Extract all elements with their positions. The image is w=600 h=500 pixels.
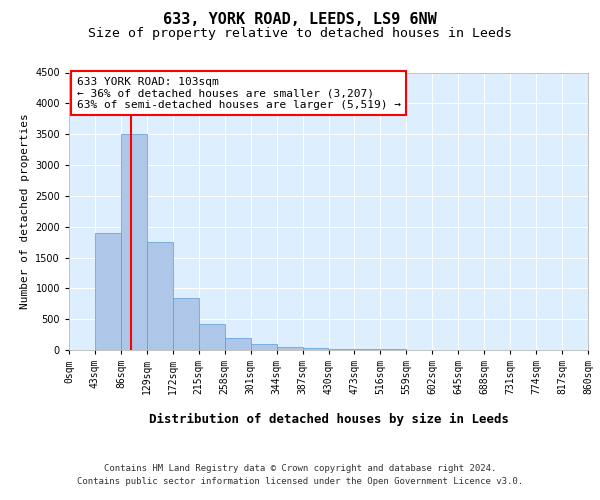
Bar: [329, 349, 355, 350]
Bar: [95, 233, 121, 350]
Text: Distribution of detached houses by size in Leeds: Distribution of detached houses by size …: [149, 412, 509, 426]
Bar: [251, 344, 277, 350]
Bar: [355, 349, 380, 350]
Bar: [147, 242, 173, 350]
Bar: [199, 324, 224, 350]
Text: Contains HM Land Registry data © Crown copyright and database right 2024.: Contains HM Land Registry data © Crown c…: [104, 464, 496, 473]
Bar: [121, 134, 147, 350]
Bar: [302, 348, 329, 350]
Text: Contains public sector information licensed under the Open Government Licence v3: Contains public sector information licen…: [77, 478, 523, 486]
Bar: [224, 338, 251, 350]
Bar: [173, 298, 199, 350]
Y-axis label: Number of detached properties: Number of detached properties: [20, 114, 29, 309]
Text: 633, YORK ROAD, LEEDS, LS9 6NW: 633, YORK ROAD, LEEDS, LS9 6NW: [163, 12, 437, 28]
Text: 633 YORK ROAD: 103sqm
← 36% of detached houses are smaller (3,207)
63% of semi-d: 633 YORK ROAD: 103sqm ← 36% of detached …: [77, 76, 401, 110]
Text: Size of property relative to detached houses in Leeds: Size of property relative to detached ho…: [88, 28, 512, 40]
Bar: [277, 347, 302, 350]
